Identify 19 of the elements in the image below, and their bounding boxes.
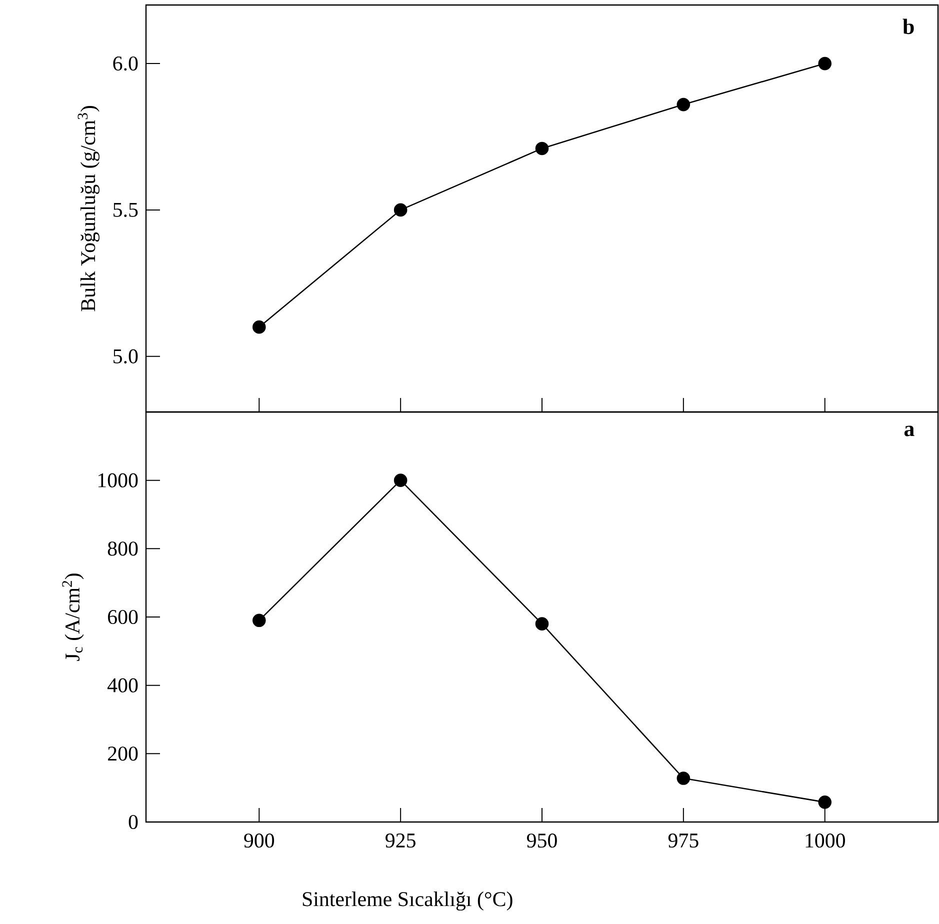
y-tick-label: 5.5 (114, 202, 138, 217)
y-tick-label: 600 (108, 610, 138, 624)
annotation: b (902, 18, 914, 34)
y-tick-label: 5.0 (114, 349, 138, 364)
y-tick-label: 6.0 (113, 56, 138, 71)
x-tick-label: 975 (668, 834, 698, 848)
y-tick-label: 0 (128, 814, 138, 830)
annotation: a (904, 426, 914, 436)
x-tick-label: 950 (526, 834, 557, 848)
y-axis-title: J$_{c}$ (A/cm$^{2}$) (62, 574, 84, 661)
x-tick-label: 900 (244, 834, 274, 848)
y-axis-title: Bulk Yoğunluğu (g/cm$^{3}$) (78, 106, 100, 312)
y-tick-label: 800 (108, 542, 138, 556)
y-tick-label: 200 (108, 746, 138, 761)
x-tick-label: 1000 (806, 834, 845, 848)
y-tick-label: 1000 (98, 473, 138, 488)
x-axis-title: Sinterleme Sıcaklığı (°C) (302, 892, 512, 911)
y-tick-label: 400 (108, 678, 138, 692)
x-tick-label: 925 (386, 834, 416, 848)
